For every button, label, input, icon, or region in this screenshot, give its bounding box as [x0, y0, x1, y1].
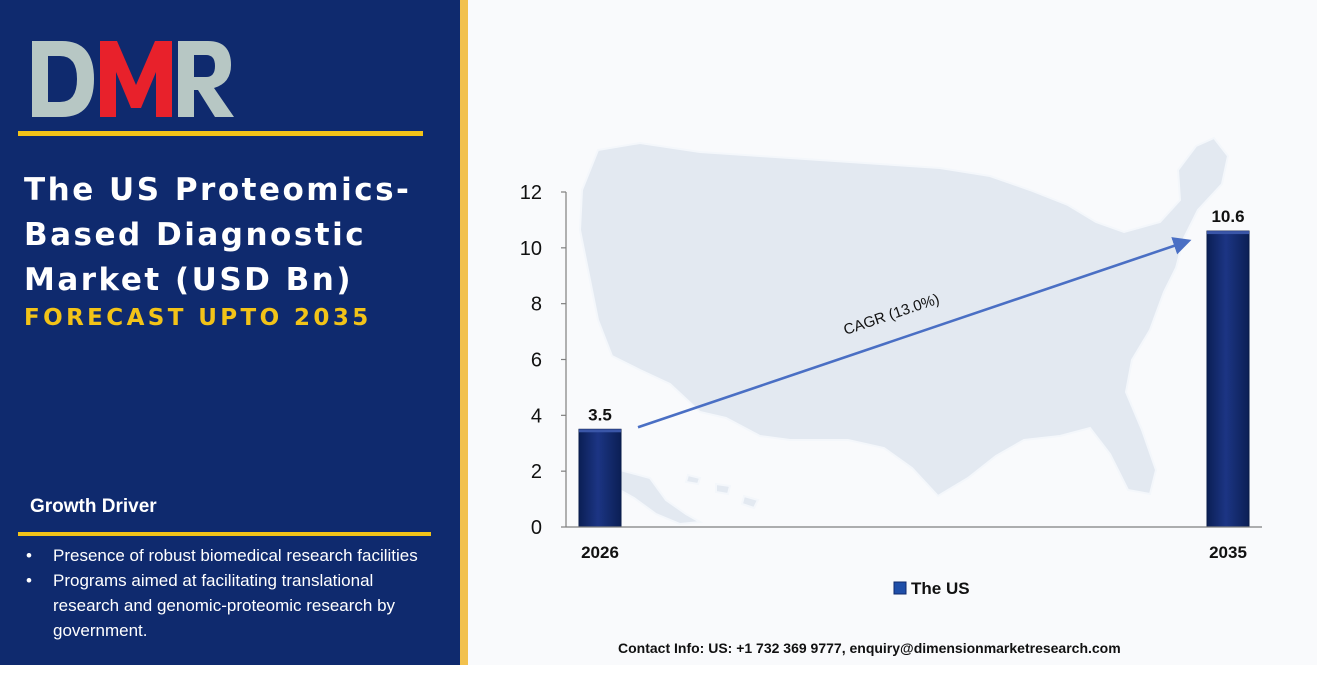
- y-tick-label: 8: [531, 294, 542, 316]
- legend-swatch-the-us: [893, 581, 907, 595]
- bottom-margin: [0, 665, 1317, 681]
- logo-letter-m: [100, 41, 172, 117]
- left-panel: The US Proteomics-Based Diagnostic Marke…: [0, 0, 460, 665]
- x-tick-label: 2035: [1209, 543, 1247, 562]
- growth-driver-heading: Growth Driver: [30, 496, 157, 517]
- y-tick-label: 0: [531, 517, 542, 539]
- y-tick-label: 6: [531, 350, 542, 372]
- bar-highlight: [579, 429, 621, 433]
- legend-label-the-us: The US: [911, 579, 970, 598]
- y-tick-label: 4: [531, 405, 542, 427]
- y-tick-label: 10: [520, 238, 542, 260]
- x-tick-label: 2026: [581, 543, 619, 562]
- y-tick-label: 2: [531, 461, 542, 483]
- logo-divider: [18, 131, 423, 136]
- panel-divider-stripe: [460, 0, 468, 665]
- y-axis: 0 2 4 6 8 10 12: [520, 182, 567, 539]
- forecast-subtitle: FORECAST UPTO 2035: [24, 305, 372, 331]
- bar-series: 3.5 2026 10.6 2035: [578, 207, 1250, 562]
- growth-driver-divider: [18, 532, 431, 536]
- cagr-arrow: [637, 237, 1192, 429]
- logo-letter-r: [178, 41, 234, 117]
- data-label: 10.6: [1211, 207, 1244, 226]
- us-map-icon: [578, 136, 1230, 526]
- bar-highlight: [1207, 231, 1249, 235]
- growth-driver-item: Programs aimed at facilitating translati…: [24, 568, 429, 643]
- bar-2026: [578, 428, 622, 528]
- bar-2035: [1206, 230, 1250, 528]
- growth-driver-item: Presence of robust biomedical research f…: [24, 543, 429, 568]
- contact-info: Contact Info: US: +1 732 369 9777, enqui…: [618, 640, 1121, 656]
- dmr-logo: [32, 41, 234, 117]
- logo-letter-d: [32, 41, 94, 117]
- page-title: The US Proteomics-Based Diagnostic Marke…: [24, 172, 412, 298]
- growth-driver-list: Presence of robust biomedical research f…: [24, 543, 429, 643]
- chart-legend: The US: [893, 579, 970, 598]
- data-label: 3.5: [588, 405, 612, 424]
- y-tick-label: 12: [520, 182, 542, 204]
